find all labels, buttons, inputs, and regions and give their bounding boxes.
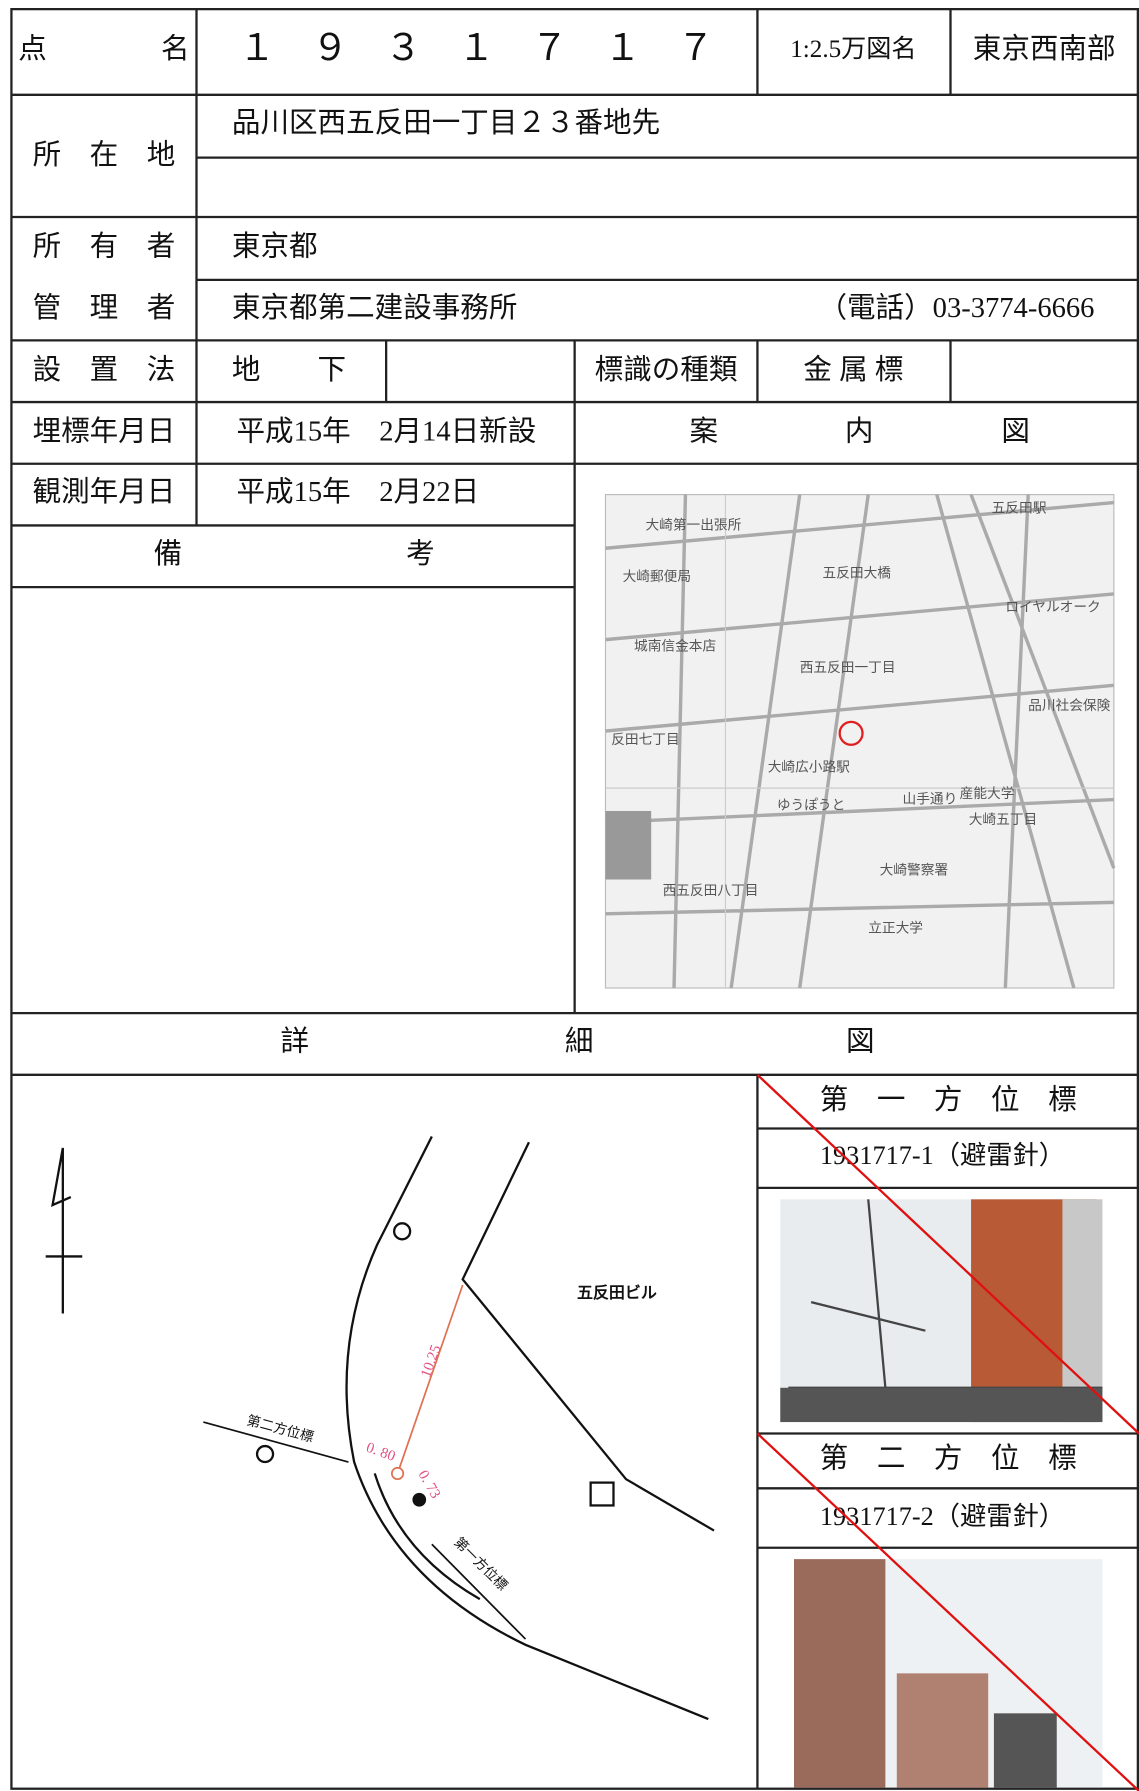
label: 標識の種類 bbox=[595, 354, 738, 386]
owner: 東京都 bbox=[232, 231, 318, 263]
map-label: ロイヤルオーク bbox=[1005, 600, 1100, 616]
distance: 10.25 bbox=[418, 1343, 444, 1380]
marker-type: 金 属 標 bbox=[803, 354, 903, 386]
heading: 詳 bbox=[280, 1026, 309, 1058]
label: 埋標年月日 bbox=[33, 416, 176, 448]
map-name: 東京西南部 bbox=[973, 33, 1116, 65]
heading: 案 bbox=[689, 416, 718, 448]
burial-date: 平成15年 2月14日新設 bbox=[236, 416, 536, 448]
map-label: 立正大学 bbox=[868, 921, 923, 937]
map-label: 山手通り bbox=[903, 792, 958, 808]
label: 点 名 bbox=[18, 33, 189, 65]
heading: 細 bbox=[565, 1026, 594, 1058]
heading: 考 bbox=[406, 538, 435, 570]
map-label: 西五反田一丁目 bbox=[800, 660, 896, 676]
map-label: 五反田大橋 bbox=[823, 565, 892, 581]
map-label: 大崎第一出張所 bbox=[645, 516, 741, 533]
form-grid bbox=[10, 7, 1139, 1790]
label: 管 理 者 bbox=[33, 292, 176, 324]
label: 1:2.5万図名 bbox=[790, 35, 916, 63]
azimuth-id: 1931717-1（避雷針） bbox=[820, 1141, 1065, 1170]
detail-sketch: 五反田ビル 10.25 0. 80 0. 73 第二方位標 第一方位標 bbox=[45, 1135, 715, 1721]
installation: 地 下 bbox=[232, 354, 346, 386]
marker-label: 第一方位標 bbox=[451, 1534, 511, 1594]
phone: （電話）03-3774-6666 bbox=[818, 292, 1094, 324]
map-label: 大崎郵便局 bbox=[623, 569, 691, 585]
map-label: 大崎広小路駅 bbox=[768, 760, 850, 776]
label: 設 置 法 bbox=[33, 354, 176, 386]
map-label: 反田七丁目 bbox=[611, 732, 679, 748]
azimuth-title: 第 二 方 位 標 bbox=[820, 1442, 1077, 1474]
map-label: 大崎五丁目 bbox=[969, 812, 1037, 828]
heading: 備 bbox=[154, 538, 183, 570]
address: 品川区西五反田一丁目２３番地先 bbox=[232, 107, 660, 139]
map-label: 産能大学 bbox=[960, 786, 1015, 802]
cross-out bbox=[756, 1073, 1139, 1791]
distance: 0. 80 bbox=[364, 1440, 397, 1465]
label: 所 有 者 bbox=[33, 231, 176, 263]
photo bbox=[793, 1559, 1103, 1788]
heading: 図 bbox=[1001, 417, 1030, 448]
marker-label: 第二方位標 bbox=[245, 1412, 316, 1445]
map-label: ゆうぽうと bbox=[777, 797, 845, 813]
heading: 図 bbox=[846, 1027, 875, 1058]
manager: 東京都第二建設事務所 bbox=[232, 292, 517, 324]
map-label: 五反田駅 bbox=[992, 500, 1047, 516]
map-label: 大崎警察署 bbox=[880, 861, 948, 878]
photo bbox=[780, 1199, 1103, 1423]
azimuth-title: 第 一 方 位 標 bbox=[820, 1084, 1077, 1116]
point-name: １ ９ ３ １ ７ １ ７ bbox=[239, 27, 714, 68]
map-label: 品川社会保険 bbox=[1028, 698, 1110, 714]
label: 観測年月日 bbox=[33, 476, 176, 508]
survey-date: 平成15年 2月22日 bbox=[236, 476, 479, 508]
map-label: 西五反田八丁目 bbox=[663, 883, 759, 899]
heading: 内 bbox=[845, 416, 874, 448]
azimuth-id: 1931717-2（避雷針） bbox=[820, 1502, 1065, 1531]
building-label: 五反田ビル bbox=[577, 1284, 657, 1302]
map-label: 城南信金本店 bbox=[634, 638, 716, 654]
label: 所 在 地 bbox=[33, 139, 176, 171]
